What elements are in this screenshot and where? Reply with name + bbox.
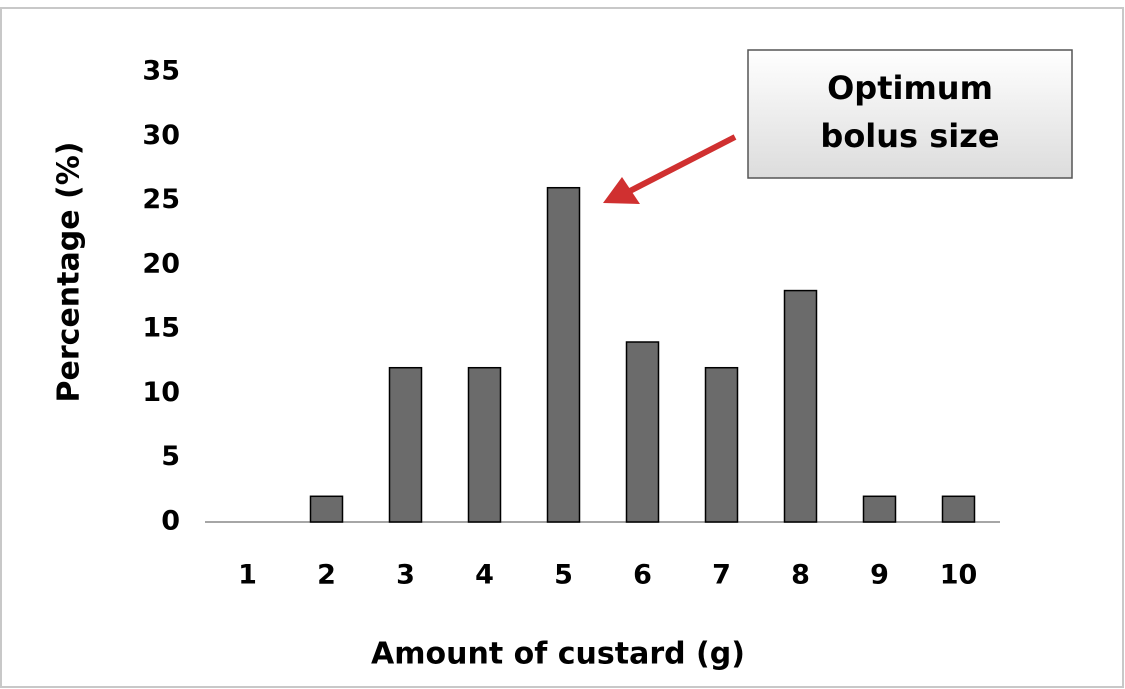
x-tick-label: 1 (238, 560, 257, 591)
y-axis-title: Percentage (%) (52, 142, 87, 403)
bar (309, 495, 344, 523)
y-tick-label: 20 (142, 248, 180, 279)
annotation-box (747, 49, 1073, 179)
y-tick-label: 25 (142, 184, 180, 215)
bar (783, 289, 818, 523)
annotation-line: Optimum (827, 69, 993, 107)
annotation-line: bolus size (820, 117, 999, 155)
x-tick-label: 5 (554, 560, 573, 591)
x-tick-label: 3 (396, 560, 415, 591)
y-tick-label: 15 (142, 313, 180, 344)
x-tick-label: 4 (475, 560, 494, 591)
frame (0, 7, 1124, 688)
bar (704, 366, 739, 523)
bar (625, 341, 660, 523)
x-axis-title: Amount of custard (g) (371, 637, 745, 672)
x-tick-label: 8 (791, 560, 810, 591)
x-tick-label: 6 (633, 560, 652, 591)
y-tick-label: 10 (142, 377, 180, 408)
bar (862, 495, 897, 523)
bar (546, 186, 581, 523)
bar (941, 495, 976, 523)
x-tick-label: 2 (317, 560, 336, 591)
bar (388, 366, 423, 523)
y-tick-label: 30 (142, 120, 180, 151)
annotation-arrow (626, 134, 737, 195)
annotation-arrowhead (603, 177, 640, 204)
x-tick-label: 9 (870, 560, 889, 591)
y-tick-label: 0 (161, 506, 180, 537)
bar (467, 366, 502, 523)
y-tick-label: 35 (142, 56, 180, 87)
x-tick-label: 10 (940, 560, 978, 591)
x-tick-label: 7 (712, 560, 731, 591)
y-tick-label: 5 (161, 441, 180, 472)
